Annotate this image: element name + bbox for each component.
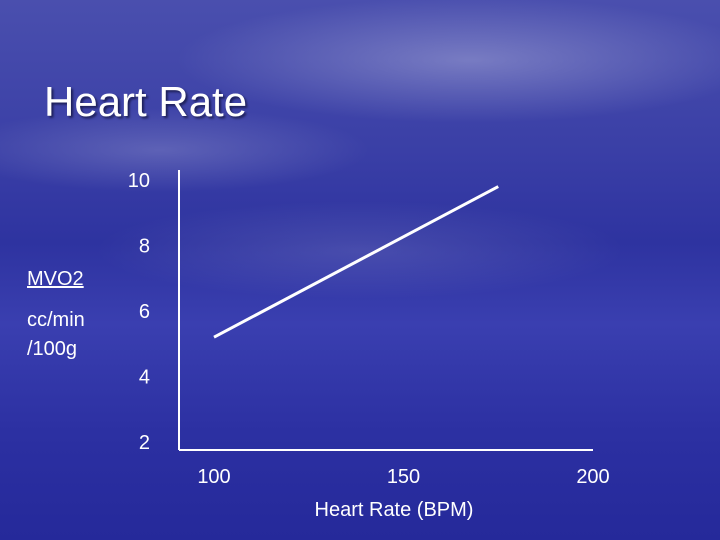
x-tick-labels: 100 150 200 — [197, 466, 609, 488]
y-tick-label: 6 — [139, 301, 150, 323]
x-axis-title: Heart Rate (BPM) — [315, 499, 474, 521]
x-tick-label: 100 — [197, 466, 230, 488]
y-tick-label: 2 — [139, 432, 150, 454]
y-tick-label: 8 — [139, 236, 150, 258]
y-axis-label-line-3: /100g — [27, 338, 78, 360]
x-tick-label: 150 — [387, 466, 420, 488]
y-tick-label: 4 — [139, 367, 150, 389]
slide-title: Heart Rate — [44, 78, 248, 125]
y-axis-label-line-2: cc/min — [27, 309, 85, 331]
series-group — [213, 185, 499, 339]
y-tick-labels: 10 8 6 4 2 — [128, 170, 150, 454]
y-tick-label: 10 — [128, 170, 150, 192]
series-line — [213, 185, 499, 339]
y-axis-label-line-1: MVO2 — [27, 268, 84, 290]
x-tick-label: 200 — [576, 466, 609, 488]
